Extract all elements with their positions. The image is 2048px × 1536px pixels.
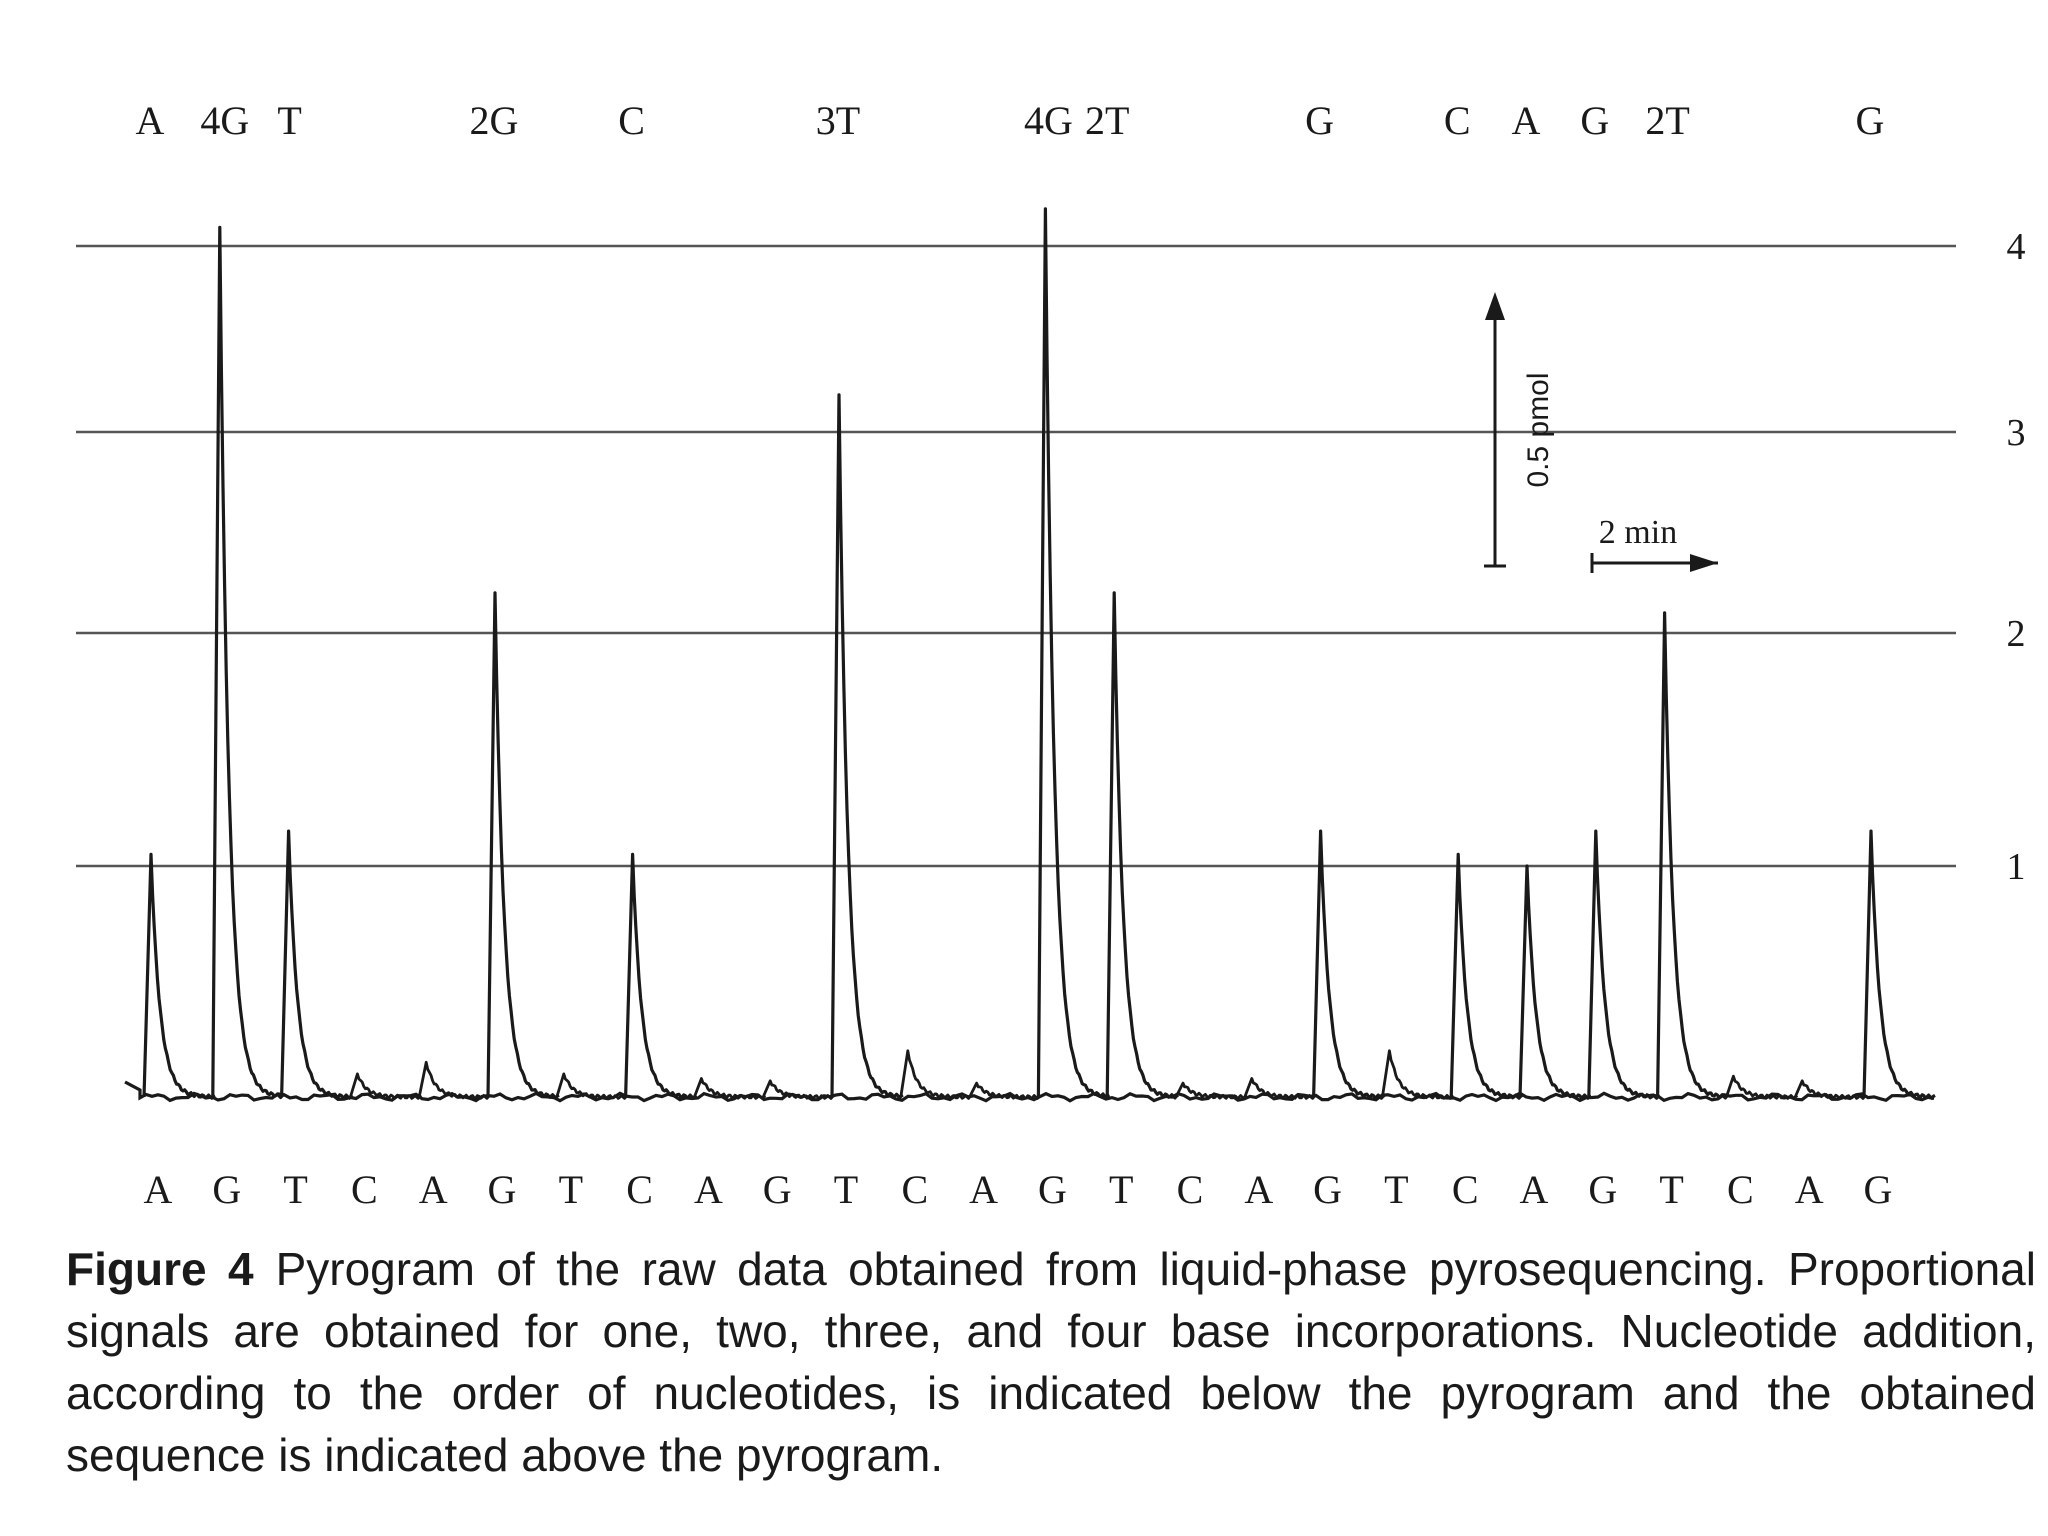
signal-peak-0	[142, 852, 216, 1100]
signal-peak-9	[761, 1079, 835, 1100]
y-tick-label-3: 3	[2007, 412, 2026, 454]
sequence-label-11: G	[1580, 98, 1609, 143]
dispensation-label-4: A	[419, 1167, 448, 1212]
dispensation-label-20: A	[1520, 1167, 1549, 1212]
sequence-labels-top: A 4G T 2G C 3T 4G 2T G C A G 2T G	[136, 98, 1885, 143]
signal-peak-23	[1725, 1074, 1799, 1100]
dispensation-label-10: T	[834, 1167, 858, 1212]
dispensation-label-22: T	[1659, 1167, 1683, 1212]
signal-peak-21	[1587, 829, 1661, 1100]
dispensation-label-18: T	[1384, 1167, 1408, 1212]
sequence-label-3: 2G	[470, 98, 519, 143]
figure-caption-text: Pyrogram of the raw data obtained from l…	[66, 1243, 2036, 1481]
dispensation-label-5: G	[488, 1167, 517, 1212]
sequence-label-9: C	[1444, 98, 1471, 143]
signal-peak-15	[1174, 1081, 1248, 1100]
dispensation-label-24: A	[1795, 1167, 1824, 1212]
signal-peak-22	[1656, 611, 1730, 1100]
sequence-label-10: A	[1512, 98, 1541, 143]
sequence-label-2: T	[277, 98, 301, 143]
dispensation-label-1: G	[212, 1167, 241, 1212]
signal-peak-5	[486, 591, 560, 1100]
signal-peak-14	[1105, 591, 1179, 1100]
dispensation-label-14: T	[1109, 1167, 1133, 1212]
dispensation-label-6: T	[559, 1167, 583, 1212]
dispensation-label-21: G	[1588, 1167, 1617, 1212]
y-tick-label-4: 4	[2007, 226, 2026, 268]
dispensation-label-9: G	[763, 1167, 792, 1212]
signal-peak-20	[1518, 864, 1592, 1100]
dispensation-label-19: C	[1452, 1167, 1479, 1212]
scale-bar-min-arrowhead	[1690, 554, 1718, 572]
signal-peak-16	[1243, 1077, 1317, 1100]
scale-bar-min-label: 2 min	[1599, 514, 1677, 551]
signal-trace-group	[124, 207, 1936, 1103]
signal-peak-7	[624, 852, 698, 1100]
sequence-label-0: A	[136, 98, 165, 143]
sequence-label-7: 2T	[1085, 98, 1129, 143]
dispensation-label-15: C	[1177, 1167, 1204, 1212]
signal-peak-25	[1862, 829, 1936, 1100]
dispensation-label-0: A	[144, 1167, 173, 1212]
sequence-label-5: 3T	[816, 98, 860, 143]
sequence-label-6: 4G	[1024, 98, 1073, 143]
y-tick-label-1: 1	[2007, 846, 2026, 888]
signal-peak-18	[1381, 1049, 1455, 1100]
signal-peak-13	[1036, 207, 1111, 1099]
y-tick-label-2: 2	[2007, 613, 2026, 655]
dispensation-label-11: C	[901, 1167, 928, 1212]
signal-peak-2	[280, 829, 354, 1100]
dispensation-label-17: G	[1313, 1167, 1342, 1212]
sequence-label-1: 4G	[200, 98, 249, 143]
grid-lines	[76, 244, 1956, 868]
sequence-label-12: 2T	[1645, 98, 1689, 143]
figure-caption-label: Figure 4	[66, 1243, 254, 1295]
figure-caption: Figure 4 Pyrogram of the raw data obtaine…	[66, 1238, 2036, 1486]
dispensation-label-23: C	[1727, 1167, 1754, 1212]
signal-peak-4	[417, 1060, 491, 1100]
dispensation-label-12: A	[969, 1167, 998, 1212]
signal-peak-19	[1449, 852, 1523, 1100]
dispensation-label-2: T	[283, 1167, 307, 1212]
signal-peak-3	[349, 1072, 423, 1100]
signal-peak-10	[830, 393, 904, 1100]
dispensation-label-3: C	[351, 1167, 378, 1212]
dispensation-label-25: G	[1864, 1167, 1893, 1212]
dispensation-label-16: A	[1244, 1167, 1273, 1212]
scale-bar-min: 2 min	[1590, 514, 1718, 573]
scale-bar-pmol-label: 0.5 pmol	[1522, 372, 1555, 487]
signal-peak-11	[899, 1049, 973, 1100]
signal-peak-6	[555, 1072, 629, 1100]
sequence-label-8: G	[1305, 98, 1334, 143]
signal-peak-1	[211, 225, 285, 1100]
scale-bar-pmol-arrowhead	[1485, 292, 1505, 320]
scale-bar-pmol: 0.5 pmol	[1484, 292, 1555, 568]
signal-peak-12	[968, 1081, 1042, 1100]
signal-peak-8	[693, 1077, 767, 1100]
signal-peak-24	[1793, 1079, 1867, 1100]
sequence-label-13: G	[1856, 98, 1885, 143]
dispensation-label-8: A	[694, 1167, 723, 1212]
y-tick-labels: 1 2 3 4	[2007, 226, 2026, 888]
dispensation-label-13: G	[1038, 1167, 1067, 1212]
sequence-label-4: C	[618, 98, 645, 143]
signal-peak-17	[1312, 829, 1386, 1100]
dispensation-label-7: C	[626, 1167, 653, 1212]
